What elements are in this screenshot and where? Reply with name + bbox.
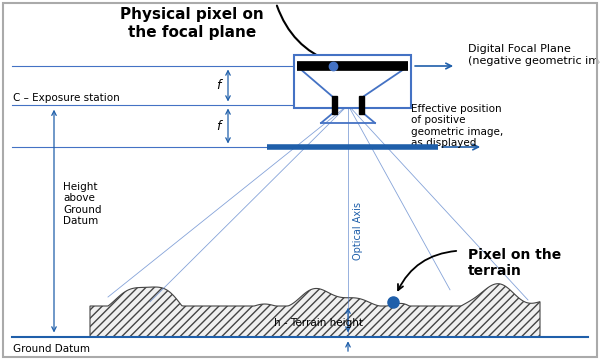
Text: C – Exposure station: C – Exposure station: [13, 93, 120, 103]
Text: Height
above
Ground
Datum: Height above Ground Datum: [63, 181, 101, 226]
Bar: [332, 96, 337, 114]
Text: Pixel on the
terrain: Pixel on the terrain: [468, 248, 561, 278]
Bar: [359, 96, 364, 114]
Text: Ground Datum: Ground Datum: [13, 344, 90, 354]
Text: Physical pixel on
the focal plane: Physical pixel on the focal plane: [120, 7, 264, 40]
Polygon shape: [90, 284, 540, 337]
Text: f: f: [217, 120, 221, 132]
FancyBboxPatch shape: [294, 55, 411, 108]
Text: h - Terrain height: h - Terrain height: [274, 318, 362, 328]
Text: Optical Axis: Optical Axis: [353, 202, 363, 260]
Text: Digital Focal Plane
(negative geometric image): Digital Focal Plane (negative geometric …: [468, 44, 600, 66]
Text: f: f: [217, 79, 221, 92]
Text: Effective position
of positive
geometric image,
as displayed: Effective position of positive geometric…: [411, 104, 503, 148]
